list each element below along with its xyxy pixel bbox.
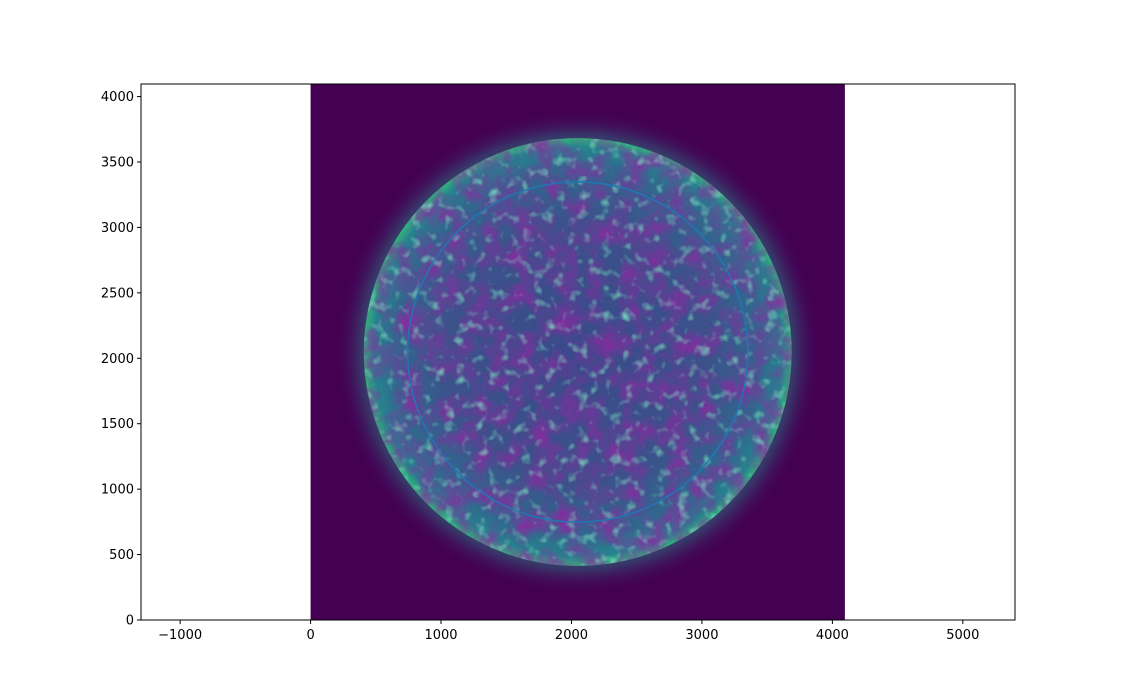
x-axis: −1000 0 1000 2000 3000 4000 5000 <box>158 620 979 643</box>
x-tick-label: 3000 <box>685 628 718 643</box>
y-tick-label: 0 <box>126 614 134 629</box>
x-tick-label: 1000 <box>424 628 457 643</box>
x-tick-label: 5000 <box>946 628 979 643</box>
y-tick-label: 1500 <box>101 417 134 432</box>
y-tick-label: 2000 <box>101 352 134 367</box>
solar-disk-bright-points <box>363 138 792 566</box>
plot-area <box>310 84 845 620</box>
y-tick-label: 1000 <box>101 483 134 498</box>
y-tick-label: 3500 <box>101 155 134 170</box>
overlay-circle <box>406 181 749 523</box>
x-tick-label: 2000 <box>555 628 588 643</box>
y-tick-label: 4000 <box>101 90 134 105</box>
y-axis: 0 500 1000 1500 2000 2500 3000 3500 4000 <box>101 90 141 629</box>
x-tick-label: 0 <box>306 628 314 643</box>
y-tick-label: 3000 <box>101 221 134 236</box>
axes-frame <box>140 83 1016 621</box>
y-tick-label: 500 <box>109 548 134 563</box>
y-tick-label: 2500 <box>101 286 134 301</box>
x-tick-label: −1000 <box>158 628 202 643</box>
x-tick-label: 4000 <box>816 628 849 643</box>
